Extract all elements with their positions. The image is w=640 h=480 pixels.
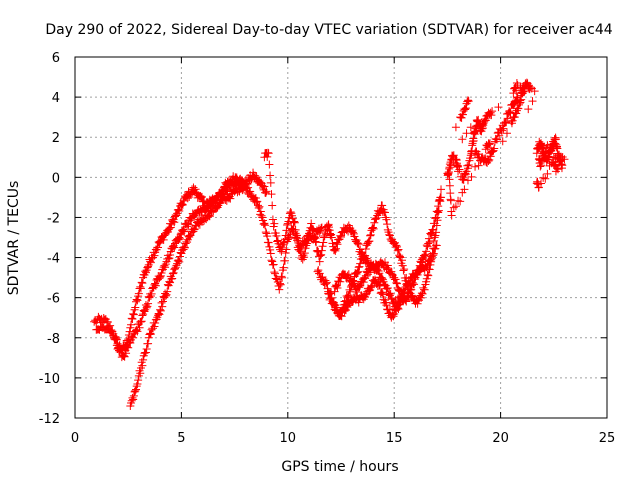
y-tick-label: -2 [47, 211, 60, 226]
plot-frame [74, 56, 608, 419]
grid-lines [75, 57, 607, 418]
chart-title: Day 290 of 2022, Sidereal Day-to-day VTE… [45, 22, 612, 38]
y-tick-label: -6 [47, 292, 60, 307]
series-track-h [443, 78, 539, 184]
x-tick-label: 10 [280, 431, 297, 446]
series-track-g [324, 275, 409, 322]
series-track-f [330, 193, 446, 306]
y-tick-label: 2 [52, 131, 60, 146]
y-tick-label: 0 [52, 171, 60, 186]
x-tick-label: 5 [177, 431, 185, 446]
x-tick-label: 20 [492, 431, 509, 446]
series-track-i [532, 133, 569, 192]
x-axis-title: GPS time / hours [281, 459, 398, 475]
y-tick-label: 6 [52, 51, 60, 66]
y-tick-label: -8 [47, 332, 60, 347]
tick-labels: 0 5 10 15 20 25 -12 -10 -8 -6 -4 -2 0 2 4 6 [39, 51, 616, 446]
series-track-e [313, 185, 446, 320]
x-tick-label: 0 [71, 431, 79, 446]
y-tick-label: 4 [52, 91, 60, 106]
y-axis-title: SDTVAR / TECUs [6, 181, 22, 296]
x-tick-label: 25 [599, 431, 616, 446]
y-tick-label: -12 [39, 412, 60, 427]
y-tick-label: -10 [39, 372, 60, 387]
series-track-j [445, 96, 494, 220]
series-track-c [126, 181, 326, 410]
y-tick-label: -4 [47, 252, 60, 267]
data-points [90, 78, 569, 410]
x-tick-label: 15 [386, 431, 403, 446]
